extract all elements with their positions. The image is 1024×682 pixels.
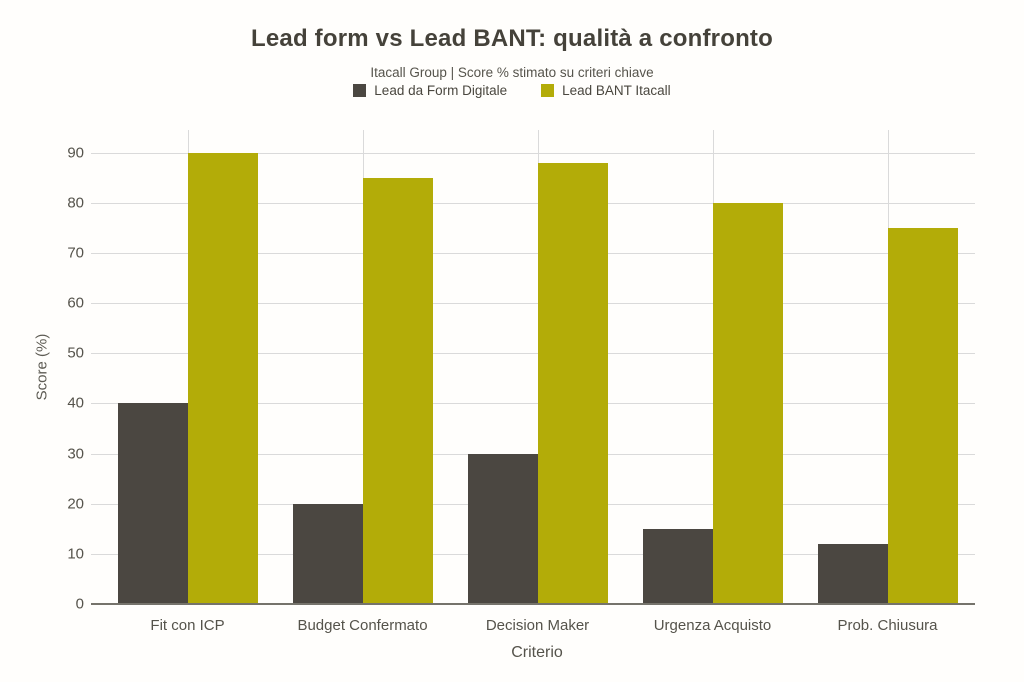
y-tick-label: 70 (67, 244, 84, 262)
y-tick-label: 10 (67, 545, 84, 563)
y-tick-label: 80 (67, 194, 84, 212)
legend-label: Lead da Form Digitale (374, 83, 508, 98)
legend-item-form-digitale: Lead da Form Digitale (353, 83, 507, 98)
y-tick-label: 60 (67, 294, 84, 312)
chart-subtitle: Itacall Group | Score % stimato su crite… (370, 65, 654, 80)
bar-bant-itacall (712, 202, 783, 604)
x-axis-line (91, 603, 975, 605)
gridline-horizontal (91, 252, 975, 254)
x-tick-label: Budget Confermato (297, 617, 428, 634)
y-tick-label: 30 (67, 445, 84, 463)
bar-bant-itacall (362, 177, 433, 604)
y-tick-label: 0 (75, 595, 84, 613)
bar-bant-itacall (887, 227, 958, 604)
bar-bant-itacall (187, 152, 258, 604)
chart-legend: Lead da Form Digitale Lead BANT Itacall (0, 83, 1024, 98)
y-axis-title: Score (%) (33, 333, 51, 401)
x-tick-label: Fit con ICP (150, 617, 225, 634)
bar-form-digitale (292, 503, 363, 604)
x-axis-title: Criterio (511, 644, 563, 661)
y-tick-label: 50 (67, 344, 84, 362)
y-tick-label: 90 (67, 144, 84, 162)
bar-form-digitale (817, 543, 888, 604)
legend-label: Lead BANT Itacall (562, 83, 671, 98)
bar-form-digitale (117, 403, 188, 604)
y-tick-label: 20 (67, 495, 84, 513)
x-tick-label: Urgenza Acquisto (653, 617, 772, 634)
y-tick-label: 40 (67, 394, 84, 412)
bar-bant-itacall (537, 162, 608, 604)
gridline-horizontal (91, 202, 975, 204)
gridline-horizontal (91, 152, 975, 154)
legend-swatch-icon (541, 84, 555, 97)
x-tick-label: Prob. Chiusura (837, 617, 938, 634)
gridline-horizontal (91, 403, 975, 405)
x-tick-label: Decision Maker (485, 617, 590, 634)
gridline-horizontal (91, 353, 975, 355)
bar-form-digitale (467, 453, 538, 604)
legend-item-bant-itacall: Lead BANT Itacall (541, 83, 671, 98)
gridline-horizontal (91, 303, 975, 305)
chart-title: Lead form vs Lead BANT: qualità a confro… (251, 25, 773, 52)
legend-swatch-icon (353, 84, 367, 97)
bar-form-digitale (642, 528, 713, 604)
